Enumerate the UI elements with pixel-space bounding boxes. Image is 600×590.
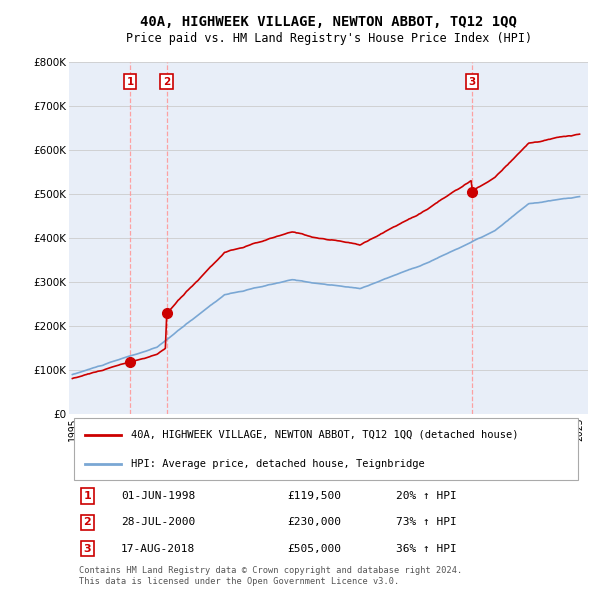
- Text: 1: 1: [83, 491, 91, 502]
- Text: 40A, HIGHWEEK VILLAGE, NEWTON ABBOT, TQ12 1QQ: 40A, HIGHWEEK VILLAGE, NEWTON ABBOT, TQ1…: [140, 15, 517, 29]
- Text: Price paid vs. HM Land Registry's House Price Index (HPI): Price paid vs. HM Land Registry's House …: [126, 32, 532, 45]
- Text: HPI: Average price, detached house, Teignbridge: HPI: Average price, detached house, Teig…: [131, 459, 425, 469]
- FancyBboxPatch shape: [74, 418, 578, 480]
- Text: 3: 3: [83, 544, 91, 553]
- Text: 1: 1: [127, 77, 134, 87]
- Text: This data is licensed under the Open Government Licence v3.0.: This data is licensed under the Open Gov…: [79, 577, 400, 586]
- Text: £230,000: £230,000: [287, 517, 341, 527]
- Text: 3: 3: [468, 77, 475, 87]
- Text: 28-JUL-2000: 28-JUL-2000: [121, 517, 195, 527]
- Text: 20% ↑ HPI: 20% ↑ HPI: [396, 491, 457, 502]
- Text: 01-JUN-1998: 01-JUN-1998: [121, 491, 195, 502]
- Text: £119,500: £119,500: [287, 491, 341, 502]
- Text: 2: 2: [163, 77, 170, 87]
- Text: 40A, HIGHWEEK VILLAGE, NEWTON ABBOT, TQ12 1QQ (detached house): 40A, HIGHWEEK VILLAGE, NEWTON ABBOT, TQ1…: [131, 430, 519, 440]
- Text: 73% ↑ HPI: 73% ↑ HPI: [396, 517, 457, 527]
- Text: 36% ↑ HPI: 36% ↑ HPI: [396, 544, 457, 553]
- Text: £505,000: £505,000: [287, 544, 341, 553]
- Text: 17-AUG-2018: 17-AUG-2018: [121, 544, 195, 553]
- Text: 2: 2: [83, 517, 91, 527]
- Text: Contains HM Land Registry data © Crown copyright and database right 2024.: Contains HM Land Registry data © Crown c…: [79, 566, 463, 575]
